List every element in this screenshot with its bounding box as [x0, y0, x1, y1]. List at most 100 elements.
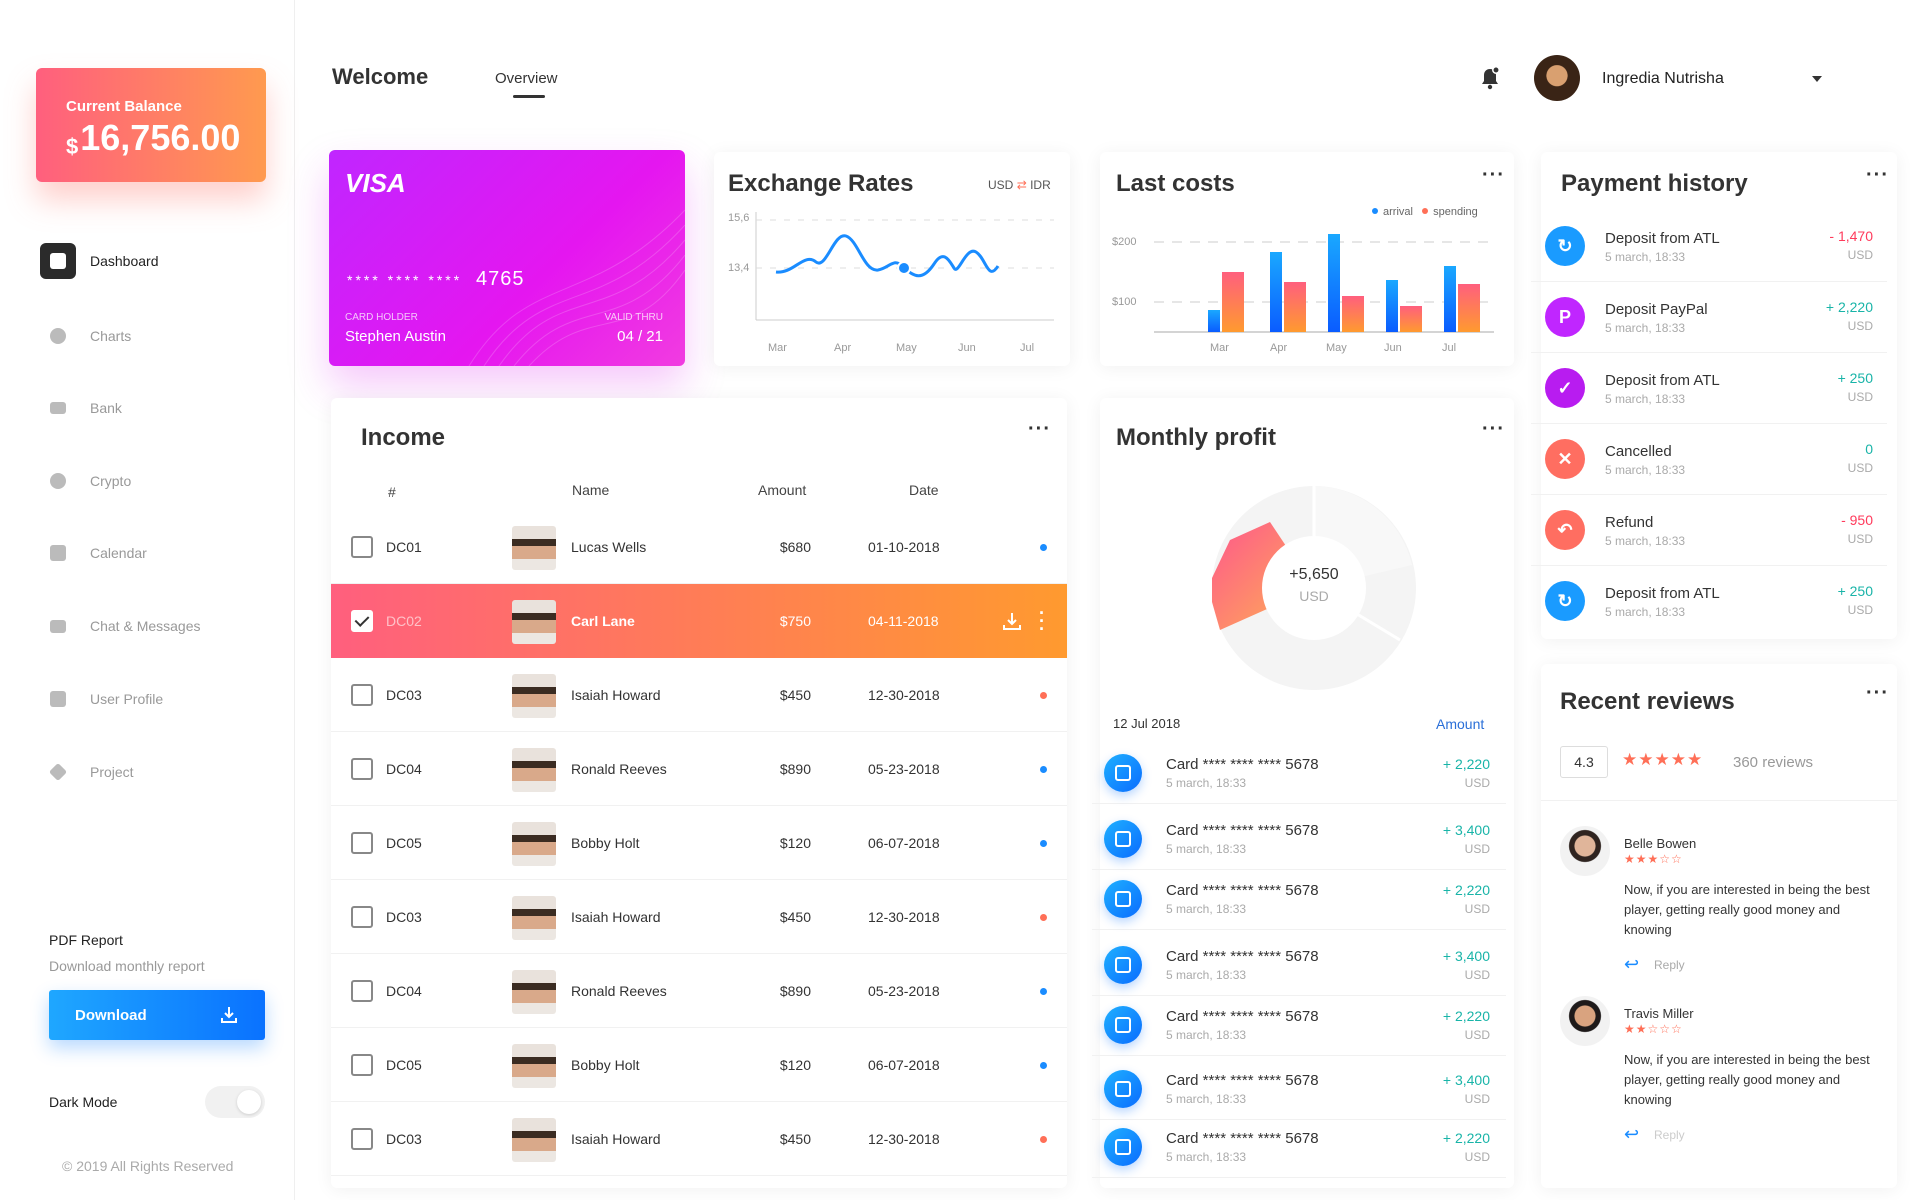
card-number: Card **** **** **** 5678 [1166, 822, 1319, 839]
nav-user-profile[interactable]: User Profile [40, 681, 280, 717]
calendar-icon [40, 535, 76, 571]
nav-label: Crypto [90, 473, 132, 489]
more-options-icon[interactable]: ··· [1482, 164, 1505, 186]
table-row[interactable]: DC05 Bobby Holt $120 06-07-2018 [331, 806, 1067, 880]
balance-currency: $ [66, 134, 79, 159]
currency: USD [1464, 842, 1490, 856]
row-amount: $450 [779, 909, 811, 925]
timestamp: 5 march, 18:33 [1166, 776, 1247, 790]
avatar[interactable] [1534, 55, 1580, 101]
reply-link[interactable]: Reply [1654, 1128, 1685, 1142]
list-item[interactable]: ↻ Deposit from ATL 5 march, 18:33 - 1,470 US… [1531, 210, 1887, 282]
row-checkbox[interactable] [351, 610, 373, 632]
row-checkbox[interactable] [351, 980, 373, 1002]
list-item[interactable]: ✓ Deposit from ATL 5 march, 18:33 + 250 USD [1531, 352, 1887, 424]
tab-overview[interactable]: Overview [495, 70, 558, 98]
row-amount: $680 [779, 539, 811, 555]
reply-link[interactable]: Reply [1654, 958, 1685, 972]
list-item[interactable]: Card **** **** **** 5678 5 march, 18:33 + … [1092, 810, 1506, 870]
page-title: Welcome [332, 64, 429, 89]
reply-icon[interactable]: ↩ [1624, 1124, 1640, 1144]
exchange-rates-card: Exchange Rates USD ⇄ IDR 15,6 13,4 Mar A… [714, 152, 1070, 366]
currency: USD [1464, 1150, 1490, 1164]
exchange-line-chart [755, 212, 1054, 321]
row-checkbox[interactable] [351, 536, 373, 558]
currency-pair[interactable]: USD ⇄ IDR [988, 178, 1051, 192]
table-row[interactable]: DC04 Ronald Reeves $890 05-23-2018 [331, 954, 1067, 1028]
exchange-rates-title: Exchange Rates [728, 170, 914, 197]
valid-thru-date: 04 / 21 [617, 328, 663, 345]
nav-dashboard[interactable]: Dashboard [40, 243, 280, 279]
nav-project[interactable]: Project [40, 754, 280, 790]
avatar [512, 1118, 556, 1162]
transaction-title: Deposit from ATL [1605, 372, 1720, 389]
row-checkbox[interactable] [351, 684, 373, 706]
list-item[interactable]: ✕ Cancelled 5 march, 18:33 0 USD [1531, 423, 1887, 495]
status-dot [1040, 692, 1047, 699]
table-row[interactable]: DC02 Carl Lane $750 04-11-2018 · · · [331, 584, 1067, 658]
card-mask: **** **** **** [347, 272, 463, 288]
amount: + 3,400 [1442, 948, 1490, 964]
legend: arrival spending [1372, 206, 1478, 218]
list-item[interactable]: ↻ Deposit from ATL 5 march, 18:33 + 250 USD [1531, 565, 1887, 637]
row-amount: $450 [779, 687, 811, 703]
wallet-icon [1104, 1128, 1142, 1166]
list-item[interactable]: ↶ Refund 5 march, 18:33 - 950 USD [1531, 494, 1887, 566]
nav-bank[interactable]: Bank [40, 390, 280, 426]
row-checkbox[interactable] [351, 832, 373, 854]
table-row[interactable]: DC01 Lucas Wells $680 01-10-2018 [331, 510, 1067, 584]
nav-label: Chat & Messages [90, 618, 201, 634]
recent-reviews-title: Recent reviews [1560, 688, 1735, 715]
transaction-title: Cancelled [1605, 443, 1672, 460]
list-item[interactable]: Card **** **** **** 5678 5 march, 18:33 + … [1092, 1060, 1506, 1120]
nav-charts[interactable]: Charts [40, 318, 280, 354]
balance-amount-row: $16,756.00 [66, 117, 240, 160]
pie-chart-icon [40, 318, 76, 354]
monthly-profit-donut [1212, 486, 1416, 690]
bitcoin-icon [40, 463, 76, 499]
rating-score: 4.3 [1560, 746, 1608, 778]
row-id: DC01 [386, 539, 422, 555]
more-options-icon[interactable]: ··· [1866, 164, 1889, 186]
chevron-down-icon[interactable] [1812, 76, 1822, 82]
card-holder-label: CARD HOLDER [345, 312, 418, 323]
table-row[interactable]: DC05 Bobby Holt $120 06-07-2018 [331, 1028, 1067, 1102]
list-item[interactable]: Card **** **** **** 5678 5 march, 18:33 + … [1092, 870, 1506, 930]
more-options-icon[interactable]: ··· [1482, 418, 1505, 440]
user-name[interactable]: Ingredia Nutrisha [1602, 70, 1724, 87]
download-icon[interactable] [1001, 610, 1023, 632]
row-checkbox[interactable] [351, 906, 373, 928]
table-row[interactable]: DC03 Isaiah Howard $450 12-30-2018 [331, 1102, 1067, 1176]
download-button[interactable]: Download [49, 990, 265, 1040]
table-row[interactable]: DC03 Isaiah Howard $450 12-30-2018 [331, 658, 1067, 732]
visa-card[interactable]: VISA **** **** **** 4765 CARD HOLDER Ste… [329, 150, 685, 366]
card-wave-pattern [468, 209, 685, 366]
x-tick: Jul [1442, 342, 1457, 354]
list-item[interactable]: Card **** **** **** 5678 5 march, 18:33 + … [1092, 1118, 1506, 1178]
status-dot [1040, 1062, 1047, 1069]
currency: USD [1464, 1028, 1490, 1042]
more-vertical-icon[interactable]: · · · [1039, 603, 1045, 639]
list-item[interactable]: Card **** **** **** 5678 5 march, 18:33 + … [1092, 996, 1506, 1056]
row-checkbox[interactable] [351, 1054, 373, 1076]
row-checkbox[interactable] [351, 1128, 373, 1150]
table-row[interactable]: DC04 Ronald Reeves $890 05-23-2018 [331, 732, 1067, 806]
bell-icon[interactable] [1479, 66, 1501, 90]
dark-mode-toggle[interactable] [205, 1086, 265, 1118]
row-amount: $120 [779, 835, 811, 851]
nav-calendar[interactable]: Calendar [40, 535, 280, 571]
row-name: Bobby Holt [571, 1057, 640, 1073]
list-item[interactable]: Card **** **** **** 5678 5 march, 18:33 + … [1092, 744, 1506, 804]
reply-icon[interactable]: ↩ [1624, 954, 1640, 974]
list-item[interactable]: P Deposit PayPal 5 march, 18:33 + 2,220 USD [1531, 281, 1887, 353]
nav-crypto[interactable]: Crypto [40, 463, 280, 499]
list-item[interactable]: Card **** **** **** 5678 5 march, 18:33 + … [1092, 936, 1506, 996]
nav-chat-messages[interactable]: Chat & Messages [40, 608, 280, 644]
x-tick: Apr [834, 342, 852, 354]
row-name: Lucas Wells [571, 539, 647, 555]
more-options-icon[interactable]: ··· [1866, 682, 1889, 704]
table-row[interactable]: DC03 Isaiah Howard $450 12-30-2018 [331, 880, 1067, 954]
row-checkbox[interactable] [351, 758, 373, 780]
more-options-icon[interactable]: ··· [1028, 418, 1051, 440]
chat-icon [40, 608, 76, 644]
